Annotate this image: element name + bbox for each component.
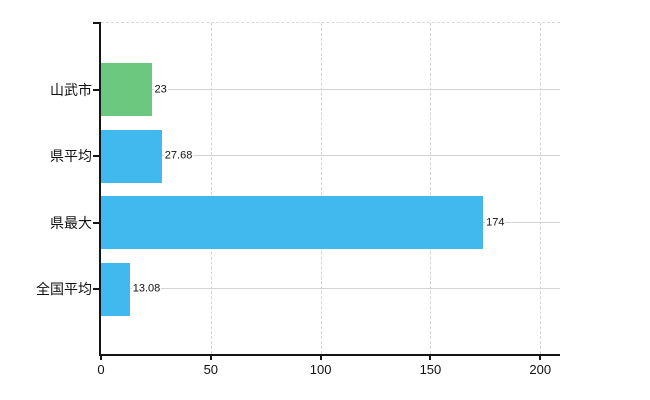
x-tick-label: 150 [419,362,442,377]
bar [101,63,152,116]
y-axis-top-tick [93,22,99,24]
horizontal-gridline [101,155,560,156]
bar [101,262,130,316]
bar [101,196,484,249]
horizontal-gridline [101,288,560,289]
category-label: 全国平均 [36,281,92,297]
category-label: 県最大 [50,214,92,231]
bar [101,129,162,183]
x-axis-tick [100,354,102,360]
bar-row: 全国平均 13.08 [36,262,560,316]
value-label: 13.08 [131,282,162,296]
x-axis-tick [319,354,322,360]
vertical-gridline [540,23,542,354]
value-label: 174 [485,216,506,229]
horizontal-gridline [101,88,560,90]
plot-area: 山武市 23 県平均 27.68 県最大 174 全国平均 13.08 0 50 1… [36,22,560,377]
y-axis-tick [93,155,99,157]
x-tick-label: 50 [203,362,219,377]
x-tick-label: 100 [309,362,332,377]
bar-row: 山武市 23 [50,63,560,116]
y-axis-tick [93,221,99,224]
category-label: 山武市 [50,81,92,98]
x-axis-tick [209,354,212,360]
value-label: 27.68 [163,149,194,163]
vertical-gridline [210,23,212,354]
x-axis-tick [429,354,432,360]
x-axis-tick [539,354,542,360]
value-label: 23 [153,83,168,96]
vertical-gridline [430,23,432,354]
x-tick-label: 200 [529,362,552,377]
vertical-gridline [320,23,322,354]
y-axis-line [99,22,101,354]
bar-row: 県最大 174 [50,196,560,249]
bar-row: 県平均 27.68 [50,129,560,183]
category-label: 県平均 [50,148,92,164]
y-axis-tick [93,288,99,290]
x-axis-line [99,354,560,356]
y-axis-tick [93,88,99,91]
x-tick-label: 0 [97,362,105,377]
